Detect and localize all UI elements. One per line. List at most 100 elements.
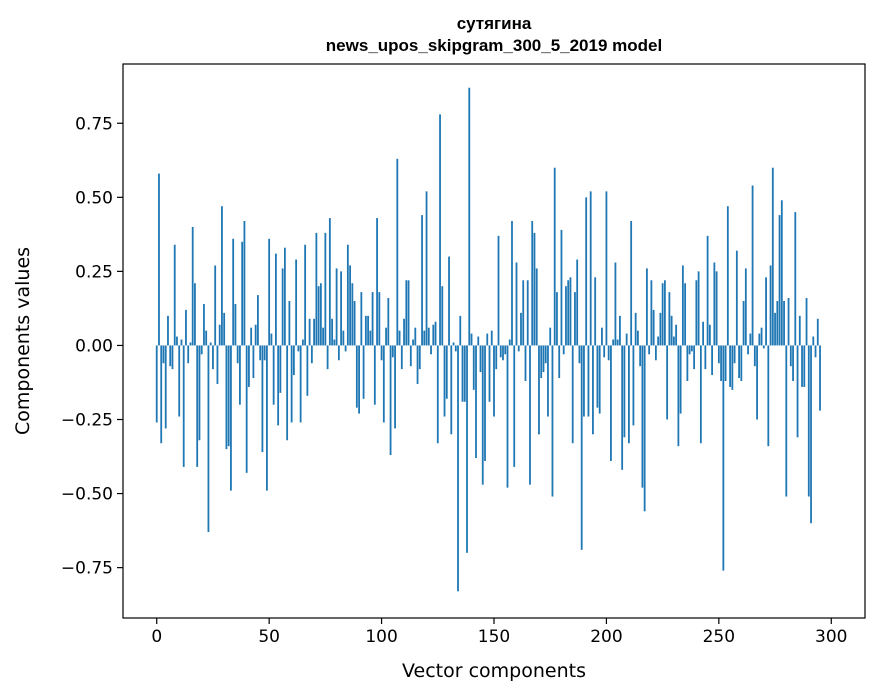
bar-259	[738, 345, 740, 379]
bar-212	[632, 345, 635, 426]
y-tick-label: 0.25	[75, 262, 113, 282]
bar-191	[585, 197, 588, 346]
bar-289	[805, 298, 808, 346]
bar-218	[646, 268, 648, 346]
bar-274	[771, 167, 774, 346]
bar-66	[304, 244, 307, 346]
bar-106	[394, 345, 396, 429]
bar-235	[684, 283, 687, 346]
bar-187	[576, 259, 579, 346]
bar-121	[427, 327, 430, 346]
bar-217	[643, 345, 646, 512]
bar-71	[315, 232, 318, 346]
bar-238	[690, 345, 693, 352]
bar-256	[731, 345, 734, 390]
bar-89	[355, 345, 358, 408]
bar-26	[214, 265, 217, 346]
x-tick-label: 300	[815, 627, 847, 647]
bar-23	[207, 345, 210, 533]
bar-4	[164, 345, 167, 429]
bar-287	[801, 345, 803, 387]
bar-214	[637, 330, 639, 346]
bar-39	[243, 221, 246, 346]
y-axis-label: Components values	[12, 247, 34, 435]
chart-title: сутягина	[457, 14, 532, 33]
bar-278	[780, 200, 783, 346]
bar-219	[648, 345, 651, 355]
bar-255	[729, 345, 731, 387]
bar-232	[677, 345, 680, 447]
bar-53	[275, 253, 277, 346]
bar-283	[792, 345, 794, 381]
bar-30	[223, 312, 226, 346]
bar-37	[239, 345, 241, 405]
bar-163	[522, 280, 525, 346]
bar-32	[227, 345, 230, 447]
bar-150	[493, 345, 495, 417]
bar-224	[659, 312, 662, 346]
bar-131	[450, 345, 453, 435]
bar-200	[605, 191, 608, 346]
bar-62	[295, 259, 298, 346]
y-tick-label: −0.25	[61, 411, 113, 431]
bar-79	[333, 339, 336, 346]
bar-209	[625, 333, 628, 346]
bar-257	[733, 345, 736, 364]
bar-156	[506, 345, 509, 488]
bar-2	[160, 345, 163, 444]
bar-194	[592, 345, 594, 435]
bar-34	[232, 238, 235, 346]
bar-74	[322, 327, 325, 346]
bar-185	[571, 345, 574, 444]
bar-293	[814, 345, 817, 358]
bar-180	[560, 229, 563, 346]
bar-273	[769, 265, 772, 346]
bar-198	[601, 327, 603, 346]
bar-109	[400, 345, 403, 370]
bar-159	[513, 345, 516, 467]
x-tick-label: 100	[365, 627, 397, 647]
bar-242	[699, 345, 702, 444]
bar-40	[245, 345, 248, 473]
bar-151	[495, 345, 498, 370]
bar-177	[553, 167, 556, 346]
bar-41	[248, 345, 250, 387]
x-tick-label: 200	[590, 627, 622, 647]
bar-27	[216, 345, 219, 384]
bar-21	[203, 303, 205, 346]
bar-211	[630, 221, 633, 346]
bar-143	[477, 336, 480, 346]
bar-104	[389, 345, 392, 456]
bar-153	[499, 345, 502, 358]
bar-169	[535, 268, 538, 346]
bar-17	[194, 283, 196, 346]
bar-82	[340, 271, 342, 346]
bar-233	[679, 345, 682, 414]
bar-221	[652, 309, 655, 346]
x-axis-label: Vector components	[402, 660, 586, 682]
bar-99	[378, 292, 381, 346]
bar-129	[445, 345, 448, 399]
bar-264	[749, 333, 752, 346]
bar-68	[308, 318, 311, 346]
bar-279	[783, 301, 785, 346]
bar-38	[241, 241, 244, 346]
bar-112	[407, 280, 410, 346]
plot-frame	[122, 63, 866, 619]
bar-107	[396, 158, 399, 346]
bar-133	[454, 345, 457, 352]
bar-244	[704, 345, 707, 370]
bar-22	[205, 330, 208, 346]
bar-6	[169, 345, 172, 367]
bar-126	[439, 114, 441, 346]
bar-56	[281, 268, 284, 346]
bar-145	[481, 345, 484, 485]
bar-12	[182, 345, 185, 467]
bar-243	[702, 321, 705, 346]
bar-46	[259, 345, 262, 361]
bar-75	[324, 232, 327, 346]
bar-285	[796, 345, 799, 438]
bar-199	[603, 345, 606, 358]
bar-10	[178, 345, 181, 417]
